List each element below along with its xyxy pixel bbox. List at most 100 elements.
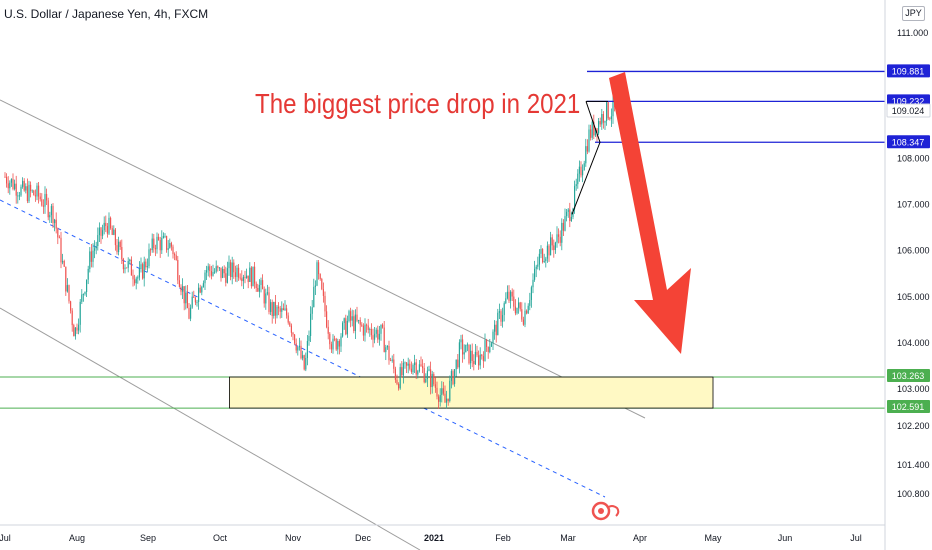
candle-body [270, 302, 272, 312]
candle-body [145, 261, 147, 268]
candle-body [342, 322, 344, 337]
candle-body [402, 362, 404, 376]
candle-body [94, 248, 96, 251]
candle-body [458, 342, 460, 368]
price-tag-label: 108.347 [892, 137, 925, 147]
candle-body [279, 308, 281, 312]
candle-body [186, 292, 188, 309]
candle-body [182, 286, 184, 292]
channel-median-dashed-line [0, 199, 606, 498]
candle-body [49, 215, 51, 218]
candle-body [300, 345, 302, 359]
candle-body [4, 176, 6, 178]
candle-body [137, 277, 139, 279]
candle-body [38, 185, 40, 197]
candle-body [209, 266, 211, 272]
candle-body [114, 229, 116, 246]
candle-body [574, 186, 576, 209]
candle-body [422, 366, 424, 369]
candle-body [330, 344, 332, 350]
big-down-arrow [609, 72, 691, 354]
candle-body [175, 255, 177, 260]
candle-body [556, 234, 558, 243]
candle-body [102, 230, 104, 236]
candle-body [238, 267, 240, 278]
candle-body [39, 196, 41, 200]
candle-body [191, 296, 193, 308]
candle-body [602, 114, 604, 123]
candle-body [546, 245, 548, 259]
x-tick-label: May [704, 533, 722, 543]
candle-body [470, 350, 472, 364]
x-tick-label: Aug [69, 533, 85, 543]
candle-body [439, 395, 441, 402]
candle-body [42, 205, 44, 207]
candle-body [193, 296, 195, 298]
candle-body [95, 246, 97, 249]
candle-body [135, 278, 137, 284]
candle-body [150, 249, 152, 251]
candle-body [340, 336, 342, 347]
candle-body [534, 268, 536, 280]
candle-body [530, 287, 532, 300]
candle-body [524, 310, 526, 325]
candle-body [474, 351, 476, 365]
candle-body [354, 314, 356, 331]
candle-body [63, 261, 65, 267]
candle-body [132, 275, 134, 280]
candle-body [210, 271, 212, 276]
candle-body [74, 327, 76, 337]
candle-body [124, 267, 126, 270]
candle-body [492, 331, 494, 344]
candle-body [601, 114, 603, 125]
candle-body [500, 311, 502, 322]
price-tag-label: 102.591 [892, 402, 925, 412]
candle-body [239, 277, 241, 279]
candle-body [294, 334, 296, 344]
candle-body [543, 261, 545, 262]
price-tag-label: 109.024 [892, 106, 925, 116]
candle-body [273, 301, 275, 316]
candle-body [596, 128, 598, 134]
price-tag-label: 109.232 [892, 96, 925, 106]
candle-body [52, 206, 54, 224]
candle-body [247, 275, 249, 282]
candle-body [319, 274, 321, 279]
candle-body [489, 346, 491, 353]
candle-body [412, 365, 414, 373]
x-tick-label: 2021 [424, 533, 444, 543]
candle-body [201, 286, 203, 293]
candle-body [196, 301, 198, 303]
candle-body [278, 306, 280, 309]
candle-body [505, 298, 507, 304]
candle-body [297, 347, 299, 351]
candle-body [590, 129, 592, 138]
candle-body [374, 333, 376, 340]
candle-body [22, 180, 24, 187]
currency-button[interactable]: JPY [902, 6, 925, 21]
candle-body [468, 344, 470, 364]
candle-body [68, 285, 70, 302]
y-tick-label: 111.000 [897, 28, 928, 38]
candle-body [591, 121, 593, 138]
channel-lower-line [0, 307, 421, 550]
x-tick-label: Apr [633, 533, 647, 543]
candle-body [236, 267, 238, 277]
zone-rect [229, 376, 714, 409]
candle-body [86, 279, 88, 292]
candle-body [348, 311, 350, 321]
candle-body [386, 345, 388, 348]
candle-body [28, 184, 30, 202]
candle-body [9, 182, 11, 189]
candle-body [593, 121, 595, 136]
candle-body [103, 222, 105, 231]
x-tick-label: Mar [560, 533, 576, 543]
candle-body [105, 222, 107, 227]
candle-body [326, 311, 328, 327]
candle-body [82, 294, 84, 295]
candle-body [55, 219, 57, 229]
candle-body [388, 345, 390, 361]
candle-body [223, 268, 225, 274]
